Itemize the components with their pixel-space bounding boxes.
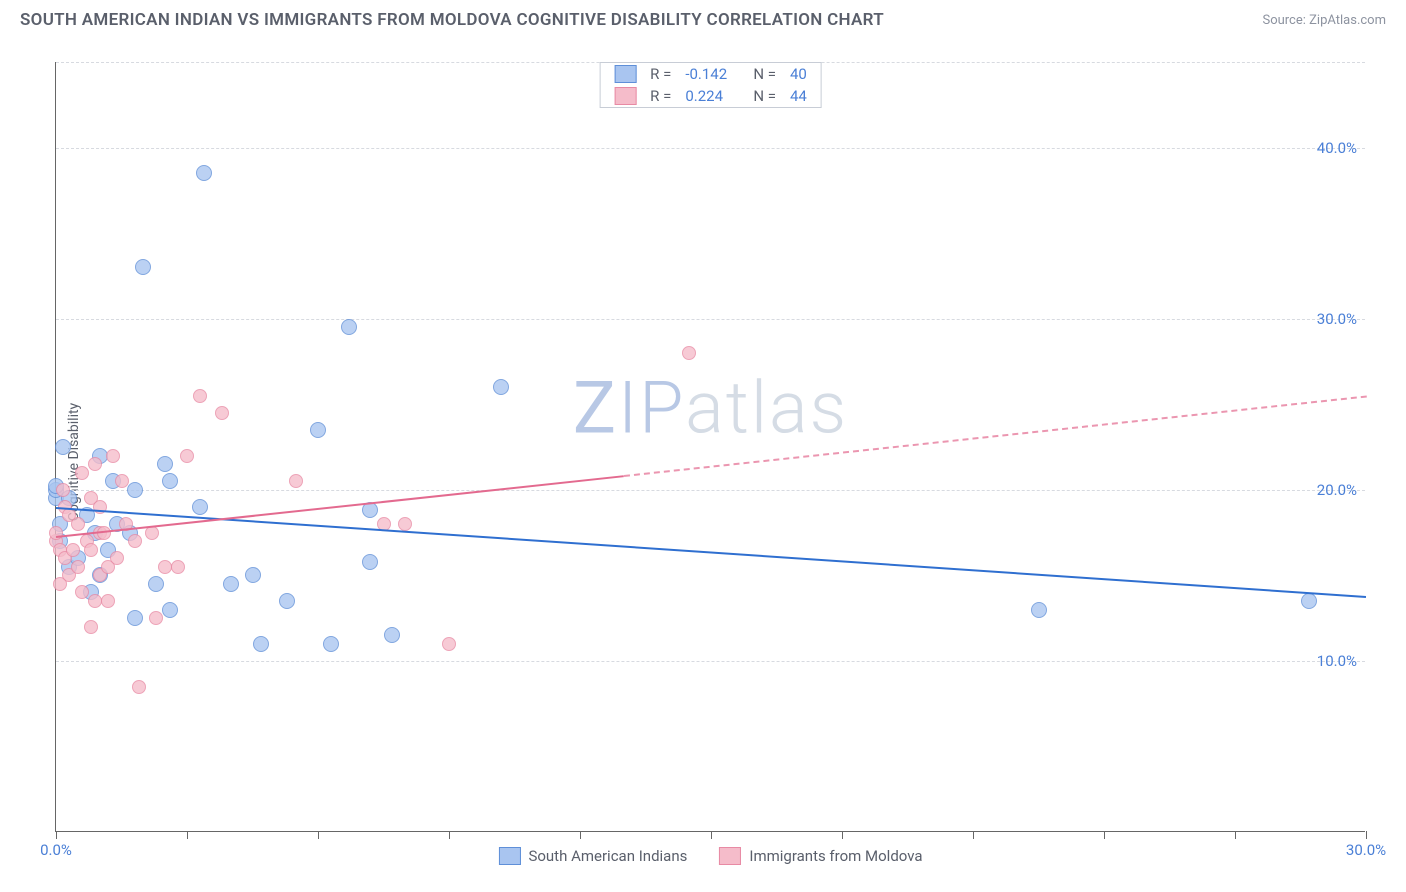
data-point bbox=[384, 627, 400, 643]
data-point bbox=[245, 567, 261, 583]
x-tick-label: 0.0% bbox=[40, 841, 72, 859]
data-point bbox=[682, 346, 696, 360]
x-tick bbox=[580, 831, 581, 839]
legend-n-value: 44 bbox=[790, 87, 807, 105]
legend-r-value: 0.224 bbox=[685, 87, 739, 105]
legend-label: Immigrants from Moldova bbox=[749, 847, 922, 865]
x-tick bbox=[187, 831, 188, 839]
chart-container: Cognitive Disability ZIPatlas R =-0.142N… bbox=[20, 42, 1386, 882]
x-tick bbox=[973, 831, 974, 839]
source-label: Source: ZipAtlas.com bbox=[1262, 13, 1386, 28]
data-point bbox=[193, 389, 207, 403]
data-point bbox=[157, 456, 173, 472]
data-point bbox=[162, 602, 178, 618]
data-point bbox=[135, 259, 151, 275]
data-point bbox=[171, 560, 185, 574]
watermark: ZIPatlas bbox=[573, 366, 848, 451]
legend-stat-row: R = -0.142 N = 40 bbox=[600, 63, 821, 85]
data-point bbox=[75, 466, 89, 480]
data-point bbox=[149, 611, 163, 625]
data-point bbox=[341, 319, 357, 335]
y-tick-label: 10.0% bbox=[1317, 652, 1357, 670]
data-point bbox=[289, 474, 303, 488]
x-tick bbox=[449, 831, 450, 839]
data-point bbox=[127, 610, 143, 626]
x-tick bbox=[1235, 831, 1236, 839]
legend-series: South American Indians Immigrants from Mo… bbox=[498, 847, 922, 865]
data-point bbox=[180, 449, 194, 463]
data-point bbox=[162, 473, 178, 489]
data-point bbox=[106, 449, 120, 463]
data-point bbox=[56, 483, 70, 497]
legend-n-label: N = bbox=[753, 87, 776, 105]
data-point bbox=[310, 422, 326, 438]
chart-title: SOUTH AMERICAN INDIAN VS IMMIGRANTS FROM… bbox=[20, 10, 884, 30]
x-tick bbox=[1104, 831, 1105, 839]
legend-stat-row: R = 0.224 N = 44 bbox=[600, 85, 821, 107]
data-point bbox=[84, 620, 98, 634]
gridline bbox=[56, 490, 1365, 491]
legend-r-value: -0.142 bbox=[685, 65, 739, 83]
gridline bbox=[56, 148, 1365, 149]
x-tick bbox=[842, 831, 843, 839]
data-point bbox=[253, 636, 269, 652]
data-point bbox=[115, 474, 129, 488]
data-point bbox=[128, 534, 142, 548]
data-point bbox=[223, 576, 239, 592]
legend-r-label: R = bbox=[650, 87, 671, 105]
gridline bbox=[56, 319, 1365, 320]
legend-swatch bbox=[719, 847, 741, 865]
legend-swatch bbox=[498, 847, 520, 865]
data-point bbox=[279, 593, 295, 609]
legend-n-value: 40 bbox=[790, 65, 807, 83]
header: SOUTH AMERICAN INDIAN VS IMMIGRANTS FROM… bbox=[0, 0, 1406, 34]
legend-item: Immigrants from Moldova bbox=[719, 847, 922, 865]
data-point bbox=[1031, 602, 1047, 618]
data-point bbox=[55, 439, 71, 455]
data-point bbox=[158, 560, 172, 574]
legend-stats: R = -0.142 N = 40 R = 0.224 N = 44 bbox=[599, 62, 822, 108]
data-point bbox=[127, 482, 143, 498]
x-tick-label: 30.0% bbox=[1346, 841, 1386, 859]
data-point bbox=[132, 680, 146, 694]
data-point bbox=[442, 637, 456, 651]
data-point bbox=[196, 165, 212, 181]
data-point bbox=[88, 457, 102, 471]
data-point bbox=[110, 551, 124, 565]
data-point bbox=[66, 543, 80, 557]
data-point bbox=[493, 379, 509, 395]
x-tick bbox=[711, 831, 712, 839]
x-tick bbox=[56, 831, 57, 839]
regression-line bbox=[56, 507, 1366, 598]
y-tick-label: 40.0% bbox=[1317, 139, 1357, 157]
regression-line bbox=[624, 396, 1367, 477]
data-point bbox=[398, 517, 412, 531]
legend-swatch bbox=[614, 87, 636, 105]
x-tick bbox=[318, 831, 319, 839]
gridline bbox=[56, 661, 1365, 662]
data-point bbox=[362, 554, 378, 570]
legend-swatch bbox=[614, 65, 636, 83]
data-point bbox=[148, 576, 164, 592]
data-point bbox=[192, 499, 208, 515]
data-point bbox=[323, 636, 339, 652]
data-point bbox=[215, 406, 229, 420]
legend-item: South American Indians bbox=[498, 847, 687, 865]
data-point bbox=[71, 517, 85, 531]
data-point bbox=[88, 594, 102, 608]
legend-n-label: N = bbox=[753, 65, 776, 83]
y-tick-label: 20.0% bbox=[1317, 481, 1357, 499]
data-point bbox=[1301, 593, 1317, 609]
data-point bbox=[84, 543, 98, 557]
data-point bbox=[75, 585, 89, 599]
x-tick bbox=[1366, 831, 1367, 839]
data-point bbox=[71, 560, 85, 574]
plot-area: ZIPatlas R =-0.142N =40R =0.224N =44 Sou… bbox=[55, 62, 1365, 832]
y-tick-label: 30.0% bbox=[1317, 310, 1357, 328]
legend-r-label: R = bbox=[650, 65, 671, 83]
data-point bbox=[101, 594, 115, 608]
legend-label: South American Indians bbox=[528, 847, 687, 865]
